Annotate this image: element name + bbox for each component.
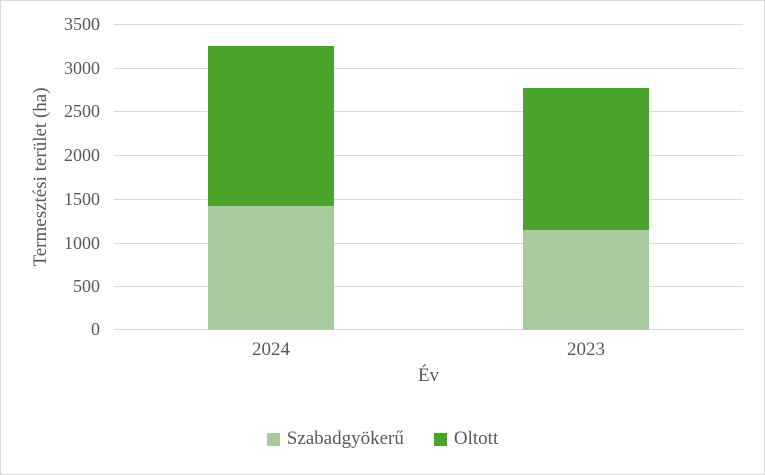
legend-item-oltott: Oltott [433,428,499,450]
legend-swatch-icon [266,432,280,446]
bar-segment-2023-szabadgy-ker- [523,230,649,330]
x-category-label-2024: 2024 [252,339,290,360]
x-category-label-2023: 2023 [567,339,605,360]
gridline-y-1000 [114,243,743,244]
y-tick-label-1000: 1000 [64,233,100,253]
gridline-y-500 [114,286,743,287]
legend-item-szabadgy-ker-: Szabadgyökerű [266,428,404,450]
y-axis-tick-labels: 0 500 1000 1500 2000 2500 3000 3500 [1,14,114,339]
legend: Szabadgyökerű Oltott [1,428,764,450]
y-tick-label-3000: 3000 [64,58,100,78]
y-tick-label-2500: 2500 [64,101,100,121]
x-axis-title: Év [417,365,440,386]
legend-label: Oltott [453,428,499,449]
y-tick-label-500: 500 [73,276,100,296]
bar-segment-2024-oltott [208,45,334,206]
y-tick-label-1500: 1500 [64,189,100,209]
x-axis-category-labels: 2024 2023 [114,339,743,363]
gridline-y-3000 [114,68,743,69]
bar-segment-2023-oltott [523,87,649,231]
legend-swatch-icon [433,432,447,446]
plot-area [114,24,743,330]
gridline-y-2500 [114,111,743,112]
bar-segment-2024-szabadgy-ker- [208,205,334,330]
bar-stack-2023 [523,24,649,330]
gridline-y-1500 [114,199,743,200]
y-tick-label-0: 0 [91,319,100,339]
legend-label: Szabadgyökerű [286,428,404,449]
gridline-y-3500 [114,24,743,25]
gridline-y-0 [114,329,743,330]
y-tick-label-3500: 3500 [64,14,100,34]
y-tick-label-2000: 2000 [64,145,100,165]
gridline-y-2000 [114,155,743,156]
bar-stack-2024 [208,24,334,330]
